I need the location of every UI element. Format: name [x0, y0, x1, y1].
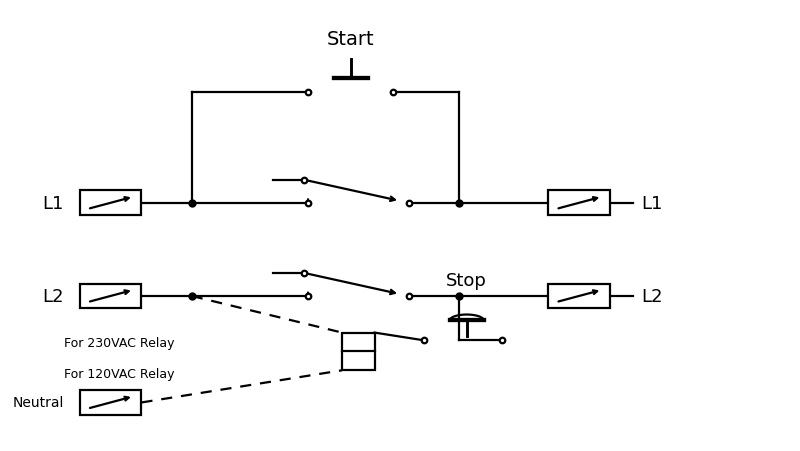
Text: Stop: Stop [446, 272, 487, 290]
Text: For 120VAC Relay: For 120VAC Relay [64, 367, 174, 380]
Bar [548, 191, 610, 216]
Text: For 230VAC Relay: For 230VAC Relay [64, 336, 174, 349]
Bar [79, 191, 142, 216]
Text: Neutral: Neutral [13, 396, 64, 410]
Bar [548, 284, 610, 309]
Bar [79, 390, 142, 415]
Bar [342, 333, 374, 370]
Text: L1: L1 [641, 194, 662, 212]
Bar [79, 284, 142, 309]
Text: L1: L1 [42, 194, 64, 212]
Text: Start: Start [326, 29, 374, 48]
Text: L2: L2 [641, 287, 662, 305]
Text: L2: L2 [42, 287, 64, 305]
